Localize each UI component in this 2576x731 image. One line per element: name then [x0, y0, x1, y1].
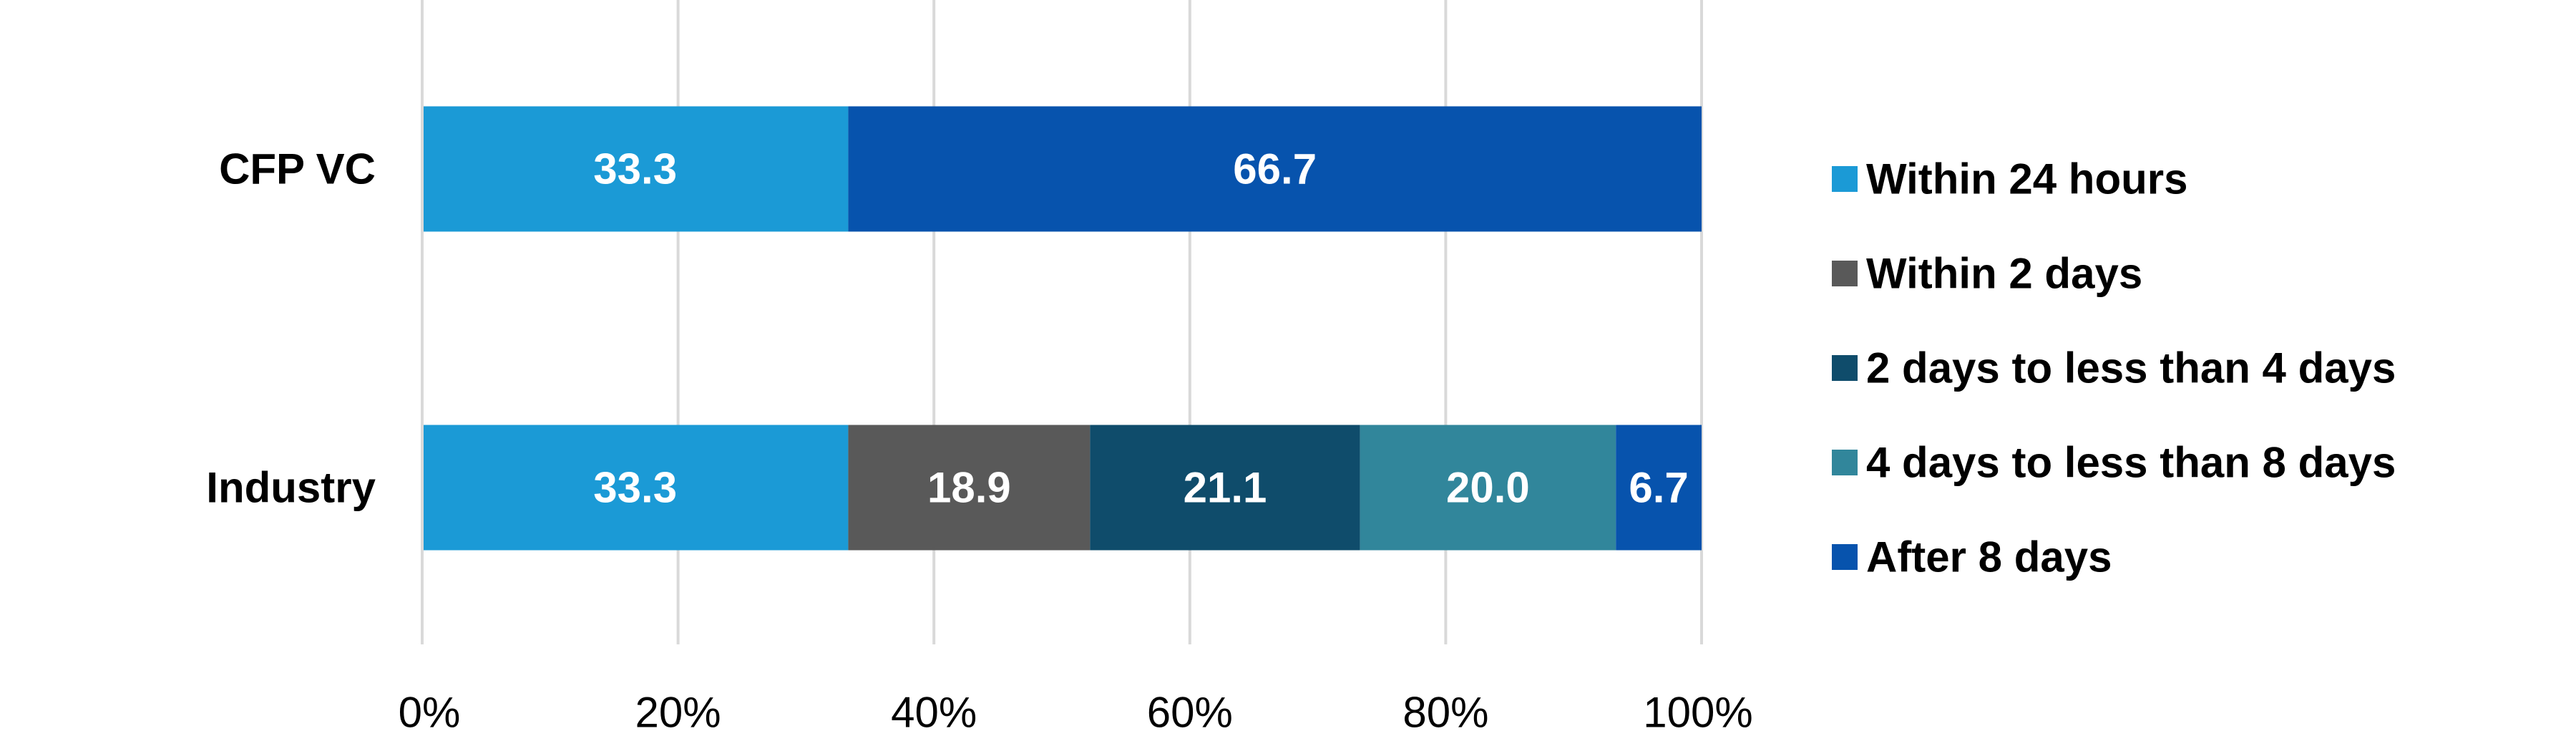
x-tick-label: 60%	[1147, 689, 1233, 731]
x-tick-label: 40%	[891, 689, 977, 731]
data-label: 20.0	[1446, 464, 1530, 512]
data-label: 33.3	[593, 464, 677, 512]
bar-segment	[1360, 425, 1616, 551]
bar-segment	[1616, 425, 1702, 551]
legend-swatch	[1832, 544, 1858, 570]
category-labels: CFP VC Industry	[206, 145, 376, 512]
legend-label: Within 2 days	[1866, 250, 2142, 298]
x-tick-labels: 0% 20% 40% 60% 80% 100%	[399, 689, 1753, 731]
data-label: 21.1	[1184, 464, 1267, 512]
legend-label: Within 24 hours	[1866, 155, 2187, 203]
legend-swatch	[1832, 261, 1858, 286]
category-label: Industry	[206, 464, 376, 512]
x-tick-label: 20%	[635, 689, 721, 731]
bar-segment	[422, 425, 849, 551]
data-label: 66.7	[1233, 145, 1317, 193]
x-tick-label: 100%	[1643, 689, 1752, 731]
category-label: CFP VC	[219, 145, 376, 193]
x-tick-label: 80%	[1402, 689, 1488, 731]
legend-swatch	[1832, 355, 1858, 381]
legend: Within 24 hours Within 2 days 2 days to le…	[1832, 155, 2396, 581]
bar-segments: 33.3 66.7 33.3 18.9 21.1 20.0 6.7	[422, 106, 1702, 551]
bar-segment	[848, 425, 1091, 551]
legend-label: After 8 days	[1866, 533, 2112, 581]
bar-segment	[1090, 425, 1360, 551]
data-label: 18.9	[927, 464, 1011, 512]
data-label: 6.7	[1629, 464, 1688, 512]
x-tick-label: 0%	[399, 689, 461, 731]
bar-segment	[422, 106, 849, 232]
legend-swatch	[1832, 166, 1858, 192]
legend-label: 2 days to less than 4 days	[1866, 344, 2396, 392]
bar-segment	[848, 106, 1702, 232]
data-label: 33.3	[593, 145, 677, 193]
legend-label: 4 days to less than 8 days	[1866, 439, 2396, 487]
legend-swatch	[1832, 450, 1858, 475]
